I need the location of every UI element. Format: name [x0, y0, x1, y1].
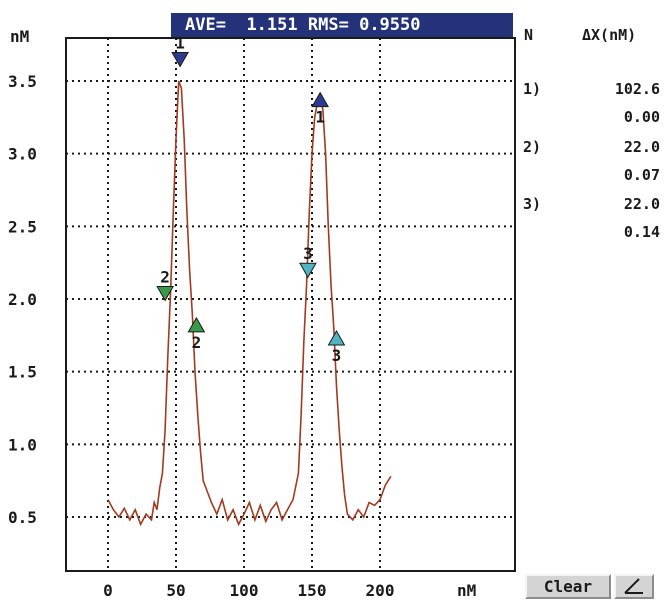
plot-frame [65, 37, 516, 572]
angle-icon [624, 578, 643, 594]
marker-3-up-icon[interactable] [327, 329, 346, 346]
delta-x-column-header: ΔX(nM) [582, 26, 637, 44]
marker-1-down-icon[interactable] [171, 51, 189, 68]
signal-trace [107, 80, 392, 527]
clear-button[interactable]: Clear [525, 574, 611, 599]
y-tick-label: 3.0 [8, 145, 37, 164]
y-tick-label: 1.5 [8, 363, 37, 382]
row-2-value-2: 0.07 [623, 166, 660, 184]
marker-1-up-icon[interactable] [311, 91, 330, 108]
marker-label: 1 [315, 108, 325, 127]
x-tick-label: 100 [230, 581, 259, 599]
x-unit-label: nM [457, 581, 476, 599]
row-3-value-2: 0.14 [623, 223, 660, 241]
marker-3-down-icon[interactable] [299, 262, 317, 279]
row-1-value-1: 102.6 [614, 80, 660, 98]
y-tick-label: 3.5 [8, 72, 37, 91]
y-tick-label: 1.0 [8, 435, 37, 454]
row-2-value-1: 22.0 [623, 138, 660, 156]
status-bar: AVE= 1.151 RMS= 0.9550 [171, 13, 513, 37]
row-3-index: 3) [523, 195, 542, 213]
ave-value: 1.151 [246, 15, 298, 35]
row-1-index: 1) [523, 80, 542, 98]
rms-label: RMS= [307, 15, 349, 35]
marker-label: 3 [332, 346, 342, 365]
y-tick-label: 0.5 [8, 508, 37, 527]
x-tick-label: 0 [103, 581, 113, 599]
row-2-index: 2) [523, 138, 542, 156]
angle-button[interactable] [614, 574, 654, 599]
x-tick-label: 200 [366, 581, 395, 599]
row-3-value-1: 22.0 [623, 195, 660, 213]
rms-value: 0.9550 [359, 15, 421, 35]
marker-label: 2 [192, 333, 202, 352]
marker-label: 3 [303, 244, 313, 263]
n-column-header: N [524, 26, 534, 44]
x-tick-label: 150 [298, 581, 327, 599]
marker-label: 2 [160, 267, 170, 286]
marker-2-down-icon[interactable] [156, 285, 174, 302]
y-tick-label: 2.5 [8, 217, 37, 236]
y-tick-label: 2.0 [8, 290, 37, 309]
ave-label: AVE= [185, 15, 226, 35]
row-1-value-2: 0.00 [623, 108, 660, 126]
marker-label: 1 [175, 33, 185, 52]
x-tick-label: 50 [166, 581, 185, 599]
marker-2-up-icon[interactable] [187, 316, 206, 333]
y-unit-label: nM [10, 27, 29, 46]
